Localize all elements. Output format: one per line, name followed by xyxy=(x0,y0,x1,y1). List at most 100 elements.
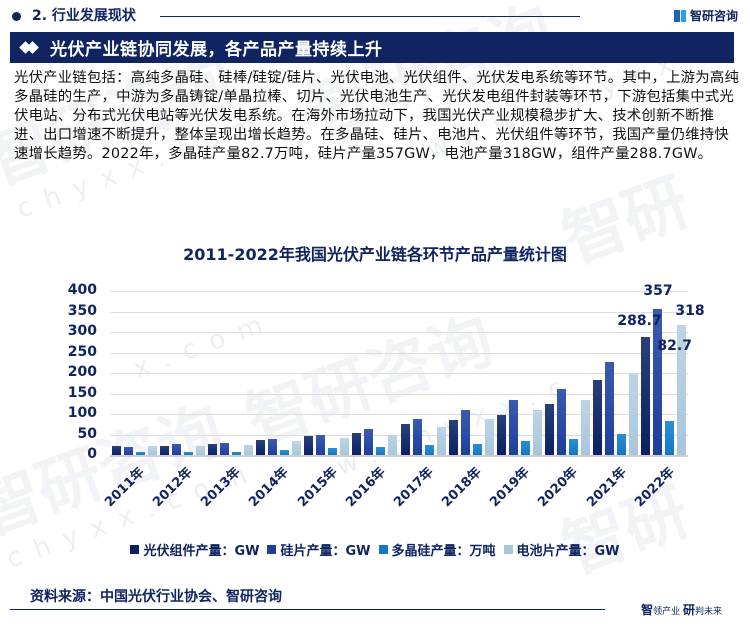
body-paragraph: 光伏产业链包括：高纯多晶硅、硅棒/硅锭/硅片、光伏电池、光伏组件、光伏发电系统等… xyxy=(14,70,740,162)
bar xyxy=(617,434,627,455)
bar-group xyxy=(158,291,206,455)
bar xyxy=(653,308,663,455)
y-tick-label: 350 xyxy=(67,302,97,319)
bar xyxy=(424,445,434,455)
y-tick-label: 50 xyxy=(77,425,97,442)
bar xyxy=(605,361,615,455)
source-note: 资料来源：中国光伏行业协会、智研咨询 xyxy=(30,589,282,605)
legend-item: 多晶硅产量：万吨 xyxy=(378,540,496,559)
y-tick-label: 400 xyxy=(67,282,97,298)
y-tick-label: 100 xyxy=(67,405,97,421)
x-tick-label: 2011年 xyxy=(102,464,148,511)
bar-group xyxy=(544,291,592,455)
bar-group xyxy=(640,291,688,455)
slogan-part: 判未来 xyxy=(694,607,722,617)
slogan-part: 研 xyxy=(682,603,695,617)
legend-item: 电池片产量：GW xyxy=(503,540,620,559)
bar xyxy=(123,446,133,455)
slogan-part: 智 xyxy=(641,603,654,617)
gridline xyxy=(110,332,688,333)
bullet-dot-icon xyxy=(12,12,21,21)
bar xyxy=(400,423,410,455)
bar xyxy=(593,380,603,455)
data-label: 318 xyxy=(675,302,705,319)
bar xyxy=(460,410,470,455)
bar xyxy=(448,419,458,455)
bar-group xyxy=(495,291,543,455)
section-title: 2. 行业发展现状 xyxy=(32,8,136,24)
zhiyan-logo-icon xyxy=(673,9,686,22)
bar-group xyxy=(303,291,351,455)
chart-plot-area xyxy=(110,291,688,457)
bar xyxy=(340,438,350,455)
slogan: 智领产业 研判未来 xyxy=(641,601,722,618)
bar xyxy=(231,451,241,455)
x-axis-line xyxy=(110,455,688,457)
bar xyxy=(520,440,530,455)
bar xyxy=(219,442,229,455)
bar-group xyxy=(447,291,495,455)
legend-swatch-icon xyxy=(503,545,513,554)
banner: 光伏产业链协同发展，各产品产量持续上升 xyxy=(10,32,734,63)
bar xyxy=(472,444,482,455)
footer-divider xyxy=(10,609,605,610)
bar xyxy=(508,399,518,455)
bar xyxy=(388,434,398,455)
chart-legend: 光伏组件产量：GW 硅片产量：GW 多晶硅产量：万吨 电池片产量：GW xyxy=(0,540,750,559)
bar xyxy=(171,444,181,455)
bar xyxy=(436,427,446,455)
bar xyxy=(159,445,169,455)
gridline xyxy=(110,352,688,354)
data-label: 82.7 xyxy=(657,338,692,355)
gridline xyxy=(110,311,688,313)
bar xyxy=(557,388,567,455)
bar xyxy=(677,324,687,455)
y-tick-label: 200 xyxy=(67,364,97,380)
bar xyxy=(195,446,205,455)
bar-group xyxy=(110,291,158,455)
bar-group xyxy=(399,291,447,455)
y-tick-label: 250 xyxy=(67,343,97,360)
legend-swatch-icon xyxy=(267,545,277,554)
bar xyxy=(641,336,651,455)
bar xyxy=(496,414,506,455)
bar xyxy=(328,448,338,455)
gridline xyxy=(110,291,688,292)
bar xyxy=(352,432,362,455)
banner-title: 光伏产业链协同发展，各产品产量持续上升 xyxy=(50,40,383,60)
legend-label: 电池片产量：GW xyxy=(516,544,620,559)
slogan-part: 领产业 xyxy=(653,607,683,617)
data-label: 288.7 xyxy=(617,312,662,329)
gridline xyxy=(110,414,688,415)
gridline xyxy=(110,393,688,395)
bar-group xyxy=(206,291,254,455)
gridline xyxy=(110,434,688,436)
brand-name: 智研咨询 xyxy=(689,9,738,23)
bar xyxy=(316,435,326,455)
bar xyxy=(268,439,278,455)
y-tick-label: 300 xyxy=(67,323,97,339)
bar xyxy=(280,449,290,455)
bar xyxy=(545,403,555,455)
bar xyxy=(629,373,639,455)
data-label: 357 xyxy=(643,282,673,299)
section-header: 2. 行业发展现状 xyxy=(10,6,750,26)
legend-swatch-icon xyxy=(130,545,140,554)
bar xyxy=(292,441,302,455)
bar xyxy=(376,447,386,455)
legend-swatch-icon xyxy=(378,545,388,554)
bar xyxy=(256,440,266,455)
bar xyxy=(412,419,422,455)
bar xyxy=(532,409,542,455)
bar xyxy=(364,429,374,455)
bar xyxy=(484,419,494,455)
bar xyxy=(207,443,217,455)
gridline xyxy=(110,373,688,374)
divider xyxy=(160,16,580,17)
legend-label: 硅片产量：GW xyxy=(280,544,371,559)
bar-group xyxy=(351,291,399,455)
bar xyxy=(147,446,157,455)
legend-label: 多晶硅产量：万吨 xyxy=(391,544,496,559)
chart-title: 2011-2022年我国光伏产业链各环节产品产量统计图 xyxy=(183,245,567,264)
bar xyxy=(111,446,121,455)
